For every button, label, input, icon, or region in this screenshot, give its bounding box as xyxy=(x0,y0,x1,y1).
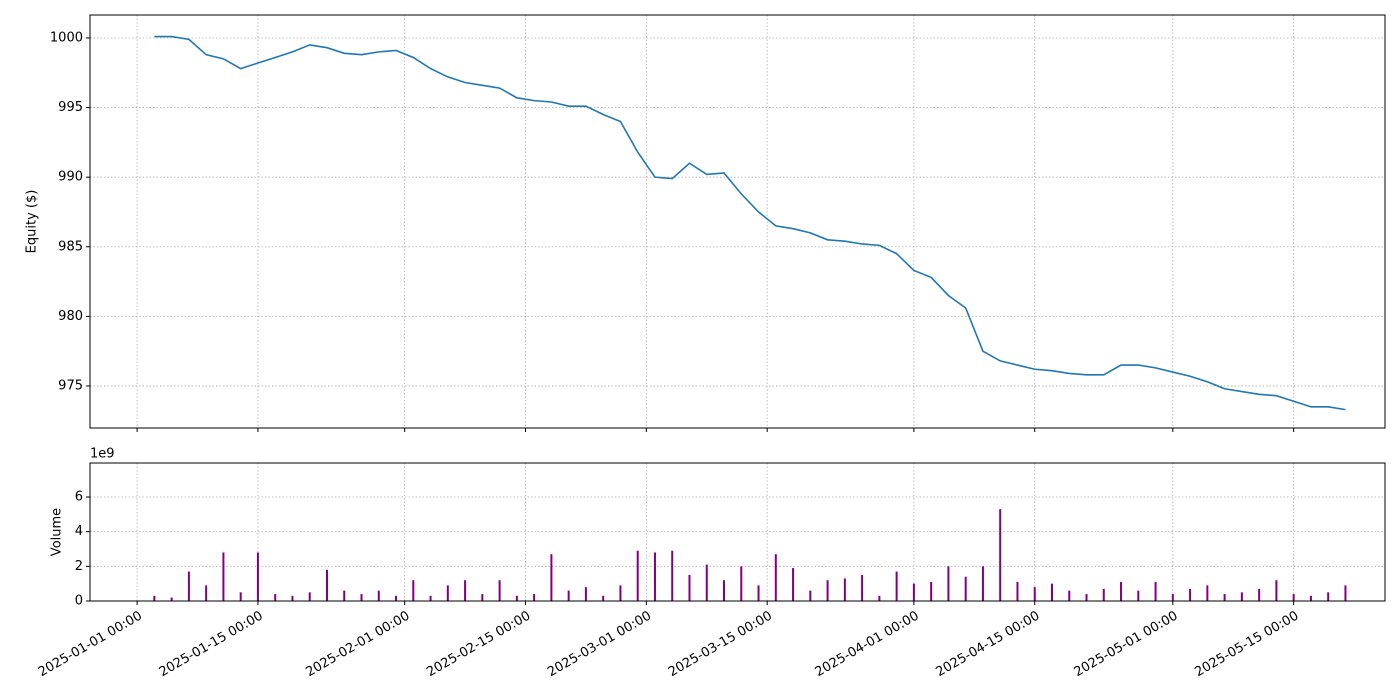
volume-bar xyxy=(688,574,691,601)
volume-bar xyxy=(1085,594,1088,601)
volume-bar xyxy=(360,594,363,601)
volume-bar xyxy=(1033,587,1036,601)
y-tick-label: 2 xyxy=(75,559,83,574)
volume-bar xyxy=(1154,581,1157,601)
volume-bar xyxy=(222,552,225,601)
volume-bar xyxy=(1309,595,1312,601)
volume-bar xyxy=(567,590,570,601)
volume-bar xyxy=(205,585,208,601)
volume-bar xyxy=(584,587,587,601)
y-tick-label: 980 xyxy=(58,309,83,324)
y-tick-label: 4 xyxy=(75,524,83,539)
volume-bar xyxy=(964,576,967,601)
volume-bar xyxy=(981,566,984,601)
volume-bar xyxy=(826,580,829,601)
volume-bar xyxy=(1189,588,1192,601)
volume-bar xyxy=(602,595,605,601)
volume-bar xyxy=(291,595,294,601)
volume-bar xyxy=(1068,590,1071,601)
volume-bar xyxy=(705,564,708,601)
volume-bar xyxy=(930,581,933,601)
volume-bar xyxy=(619,585,622,601)
volume-bar xyxy=(1171,594,1174,601)
volume-bar xyxy=(878,595,881,601)
y-axis-label: Volume xyxy=(50,508,65,556)
volume-bar xyxy=(1344,585,1347,601)
plot-frame xyxy=(89,14,1386,429)
plot-frame xyxy=(89,462,1386,602)
volume-bar xyxy=(308,592,311,601)
volume-bar xyxy=(256,552,259,601)
x-tick-label: 2025-04-15 00:00 xyxy=(934,609,1043,681)
y-tick-label: 6 xyxy=(75,489,83,504)
volume-bar xyxy=(843,578,846,601)
volume-bar xyxy=(809,590,812,601)
y-axis-label: Equity ($) xyxy=(25,190,40,254)
x-tick-label: 2025-01-15 00:00 xyxy=(157,609,266,681)
volume-bar xyxy=(343,590,346,601)
x-tick-label: 2025-03-15 00:00 xyxy=(666,609,775,681)
volume-bar xyxy=(515,595,518,601)
volume-bar xyxy=(792,568,795,601)
volume-bar xyxy=(653,552,656,601)
volume-bar xyxy=(861,574,864,601)
y-tick-label: 995 xyxy=(58,100,83,115)
volume-bar xyxy=(498,580,501,601)
volume-bar xyxy=(481,594,484,601)
y-tick-label: 975 xyxy=(58,378,83,393)
volume-bar xyxy=(187,571,190,601)
volume-bar xyxy=(1206,585,1209,601)
volume-bar xyxy=(1223,594,1226,601)
y-tick-label: 990 xyxy=(58,170,83,185)
volume-bar xyxy=(429,595,432,601)
volume-bar xyxy=(274,594,277,601)
x-tick-label: 2025-02-15 00:00 xyxy=(424,609,533,681)
volume-bar xyxy=(1258,588,1261,601)
volume-bar xyxy=(1016,581,1019,601)
volume-bar xyxy=(947,566,950,601)
volume-bar xyxy=(671,550,674,601)
y-tick-label: 985 xyxy=(58,239,83,254)
equity-line xyxy=(154,35,1346,411)
volume-bar xyxy=(1102,588,1105,601)
volume-bar xyxy=(1275,580,1278,601)
volume-bar xyxy=(377,590,380,601)
volume-bar xyxy=(912,583,915,601)
volume-bar xyxy=(1292,594,1295,601)
volume-bar xyxy=(999,509,1002,601)
volume-bar xyxy=(153,595,156,601)
volume-bar xyxy=(446,585,449,601)
volume-bar xyxy=(895,571,898,601)
volume-bar xyxy=(550,554,553,601)
volume-bar xyxy=(1137,590,1140,601)
volume-bar xyxy=(464,580,467,601)
volume-bar xyxy=(757,585,760,601)
volume-bar xyxy=(395,595,398,601)
volume-bar xyxy=(1120,581,1123,601)
x-tick-label: 2025-03-01 00:00 xyxy=(545,609,654,681)
x-tick-label: 2025-05-15 00:00 xyxy=(1192,609,1301,681)
volume-bar xyxy=(1327,592,1330,601)
x-tick-label: 2025-02-01 00:00 xyxy=(303,609,412,681)
volume-bar xyxy=(1050,583,1053,601)
volume-bar xyxy=(412,580,415,601)
volume-bar xyxy=(723,580,726,601)
volume-bar xyxy=(1240,592,1243,601)
volume-bar xyxy=(740,566,743,601)
volume-bar xyxy=(170,597,173,601)
volume-bar xyxy=(774,554,777,601)
volume-bar xyxy=(239,592,242,601)
y-tick-label: 1000 xyxy=(50,30,83,45)
y-tick-label: 0 xyxy=(75,594,83,609)
y-offset-text: 1e9 xyxy=(90,447,115,462)
x-tick-label: 2025-01-01 00:00 xyxy=(36,609,145,681)
volume-bar xyxy=(636,550,639,601)
volume-bar xyxy=(325,569,328,601)
volume-bar xyxy=(533,594,536,601)
x-tick-label: 2025-05-01 00:00 xyxy=(1072,609,1181,681)
x-tick-label: 2025-04-01 00:00 xyxy=(813,609,922,681)
